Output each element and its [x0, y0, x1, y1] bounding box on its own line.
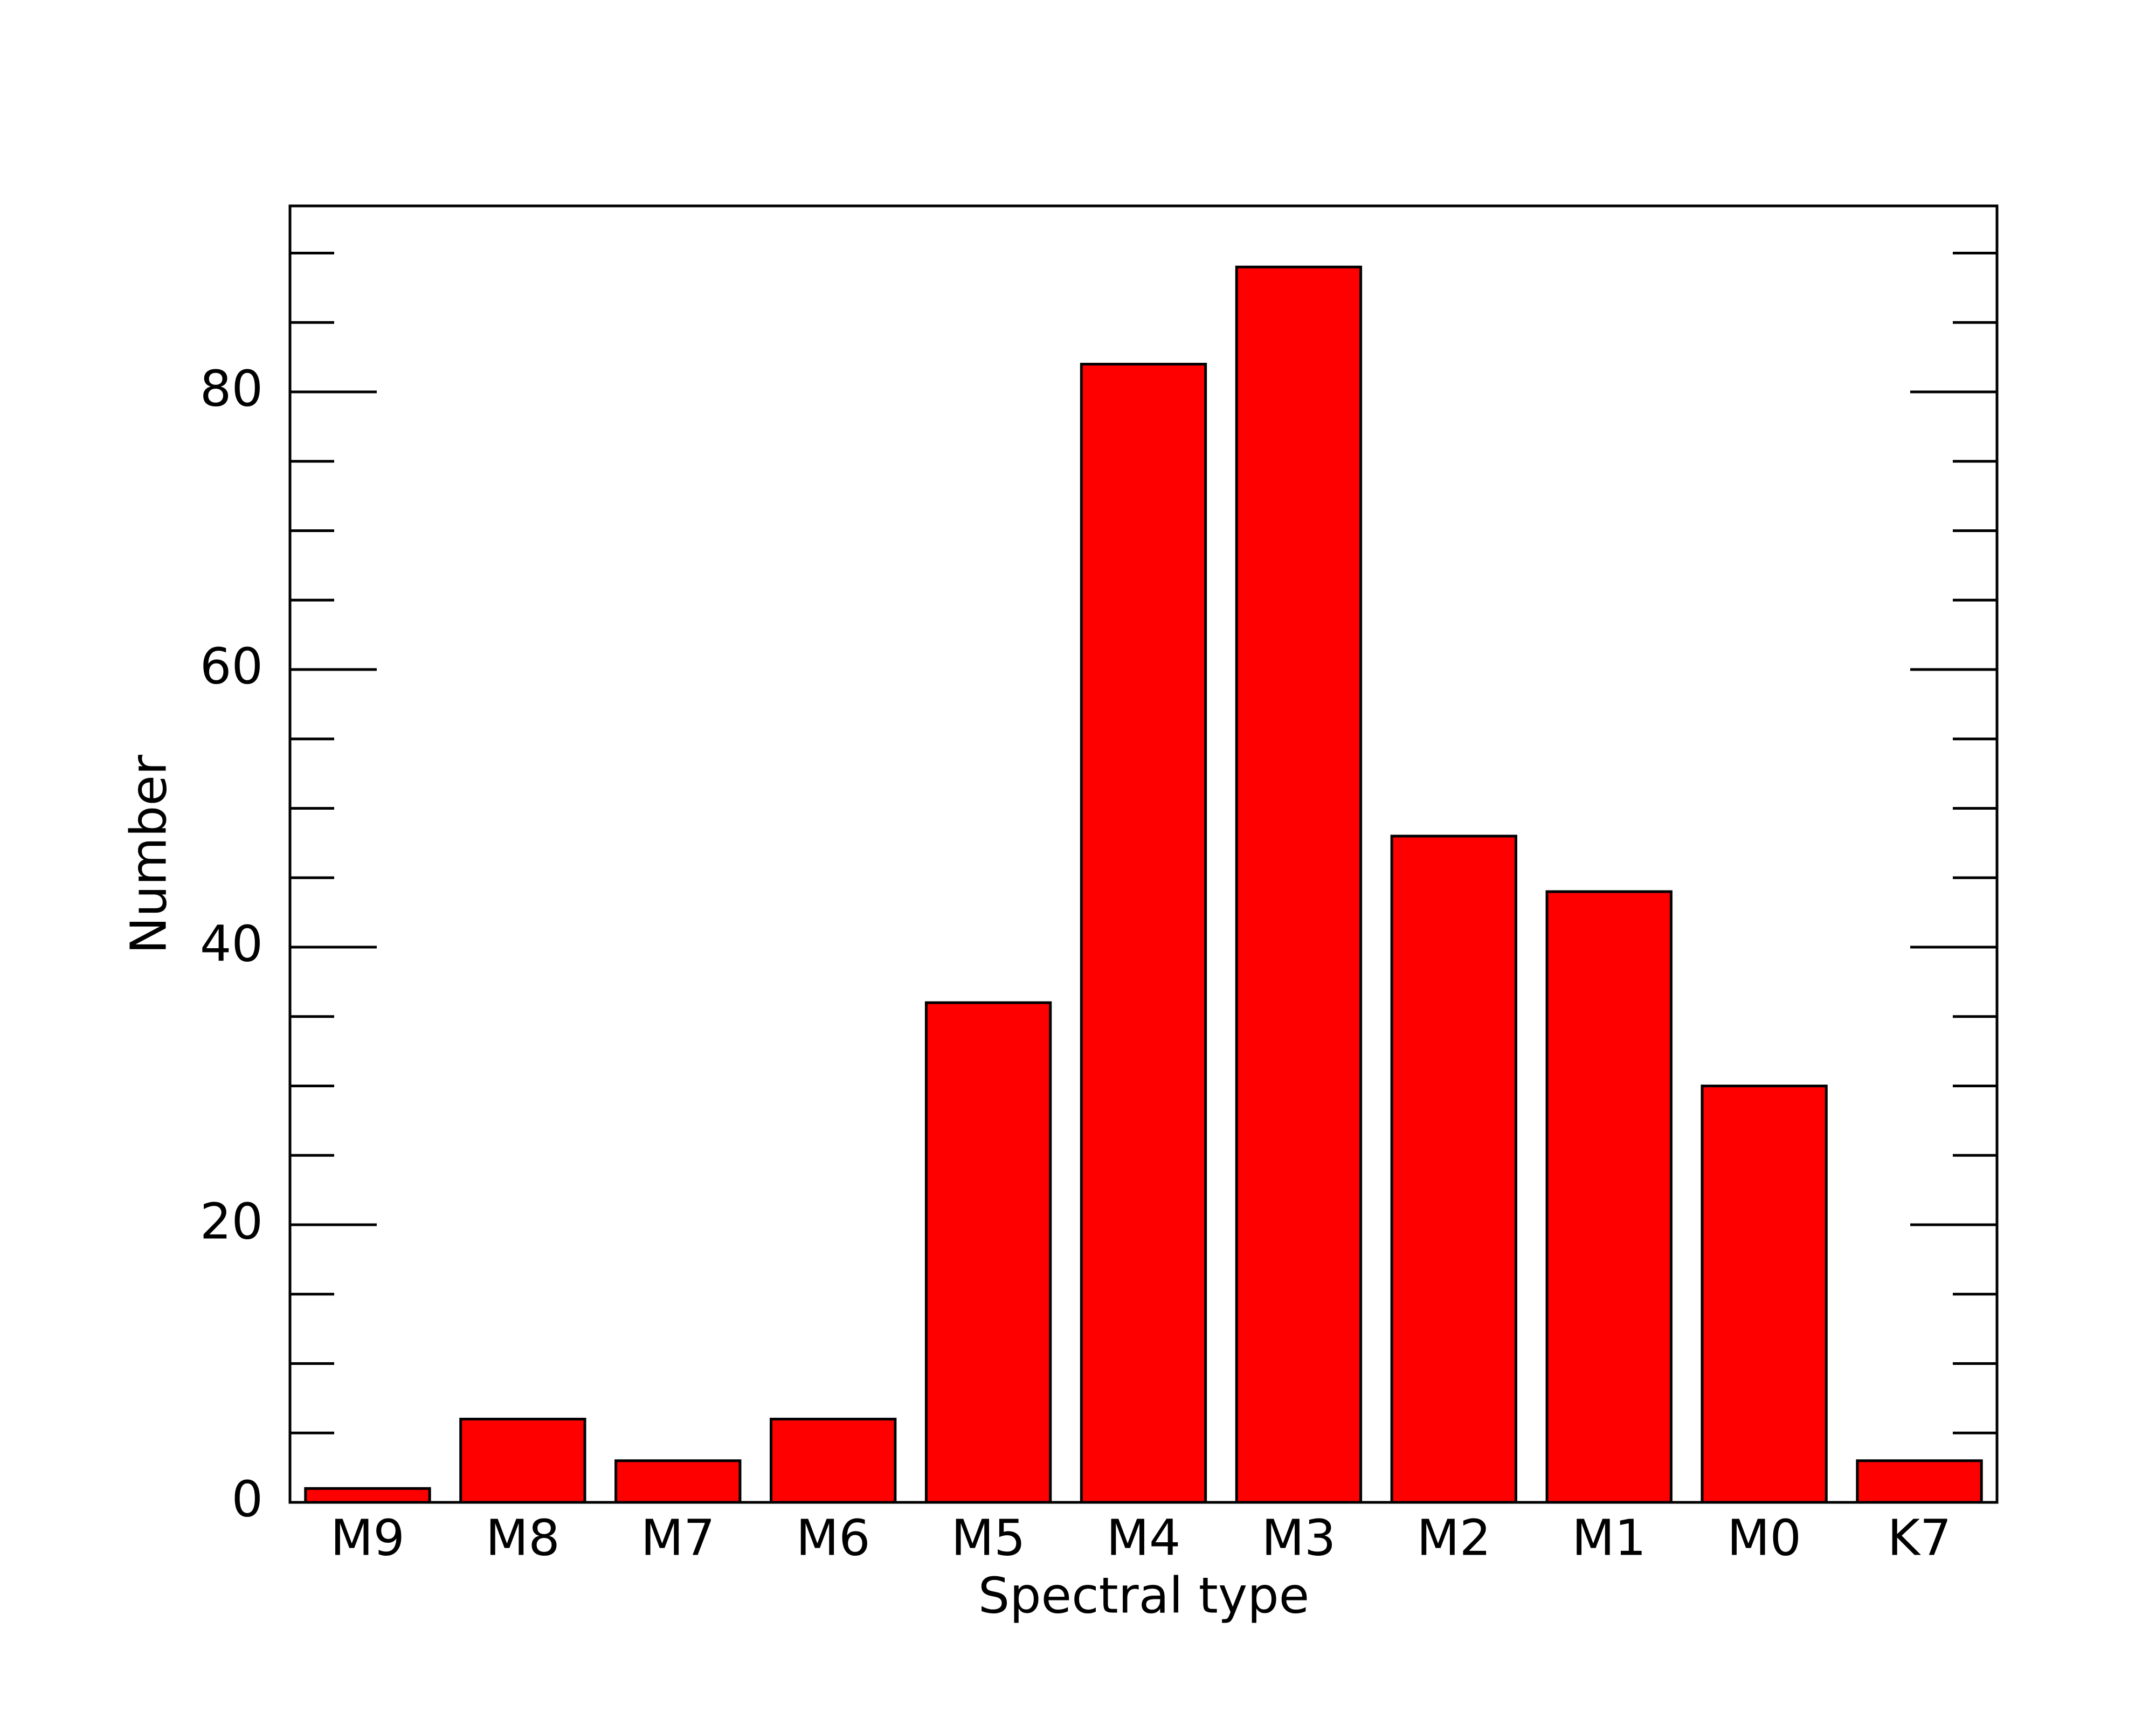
x-axis-label: Spectral type [978, 1567, 1310, 1624]
bar [614, 1459, 742, 1504]
y-tick-label: 20 [200, 1192, 263, 1250]
bar [459, 1418, 586, 1504]
bar [1545, 890, 1673, 1504]
bar [1390, 834, 1517, 1504]
bar [1235, 265, 1363, 1504]
bar [770, 1418, 897, 1504]
y-tick-label: 40 [200, 915, 263, 972]
x-tick-label: M8 [486, 1509, 560, 1567]
bar [304, 1487, 431, 1504]
y-tick-label: 80 [200, 360, 263, 417]
x-tick-label: K7 [1888, 1509, 1952, 1567]
y-axis-label: Number [120, 755, 177, 954]
bar [1701, 1085, 1828, 1504]
x-tick-label: M5 [951, 1509, 1026, 1567]
x-tick-label: M1 [1572, 1509, 1646, 1567]
x-tick-label: M9 [330, 1509, 405, 1567]
x-tick-label: M6 [796, 1509, 870, 1567]
bar [1856, 1459, 1983, 1504]
plot-frame [288, 204, 1999, 1504]
x-tick-label: M0 [1727, 1509, 1801, 1567]
x-tick-label: M4 [1107, 1509, 1181, 1567]
x-tick-label: M7 [641, 1509, 715, 1567]
y-tick-label: 0 [231, 1470, 263, 1528]
bar [924, 1001, 1052, 1504]
bar [1080, 363, 1207, 1504]
x-tick-label: M2 [1416, 1509, 1491, 1567]
x-tick-label: M3 [1261, 1509, 1336, 1567]
y-tick-label: 60 [200, 637, 263, 695]
